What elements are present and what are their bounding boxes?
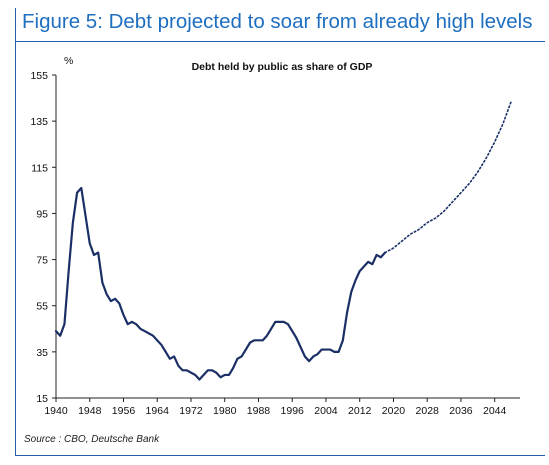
y-tick-label: 155 (30, 70, 48, 82)
x-tick-label: 1972 (179, 405, 203, 417)
figure-title: Figure 5: Debt projected to soar from al… (22, 10, 533, 33)
y-axis-unit-label: % (64, 55, 73, 67)
title-divider (15, 41, 545, 42)
chart-title: Debt held by public as share of GDP (192, 61, 373, 73)
x-tick-label: 2004 (314, 405, 338, 417)
x-tick-label: 1996 (281, 405, 305, 417)
y-tick-label: 75 (36, 255, 48, 267)
x-tick-label: 1980 (213, 405, 237, 417)
y-tick-label: 135 (30, 116, 48, 128)
chart-series (54, 99, 513, 381)
y-tick-label: 35 (36, 347, 48, 359)
x-tick-label: 2028 (416, 405, 440, 417)
x-tick-label: 2036 (449, 405, 473, 417)
y-tick-label: 15 (36, 393, 48, 405)
projected-series-line (384, 99, 513, 254)
bottom-divider (15, 455, 545, 456)
y-tick-label: 115 (31, 162, 48, 174)
x-tick-label: 1964 (146, 405, 170, 417)
y-tick-label: 55 (36, 301, 48, 313)
x-tick-label: 2012 (348, 405, 372, 417)
left-accent-rule (15, 8, 16, 456)
y-tick-label: 95 (36, 208, 48, 220)
x-tick-label: 1940 (44, 405, 68, 417)
historical-series-line (54, 186, 387, 381)
chart-axes: 15 35 55 75 95 115 135 155 1940 1948 1956 1964 1972 1… (30, 70, 520, 417)
x-tick-label: 2044 (483, 405, 507, 417)
x-tick-label: 1948 (78, 405, 102, 417)
source-note: Source : CBO, Deutsche Bank (24, 434, 160, 445)
x-tick-label: 1988 (247, 405, 271, 417)
x-tick-label: 1956 (112, 405, 136, 417)
x-tick-label: 2020 (382, 405, 406, 417)
